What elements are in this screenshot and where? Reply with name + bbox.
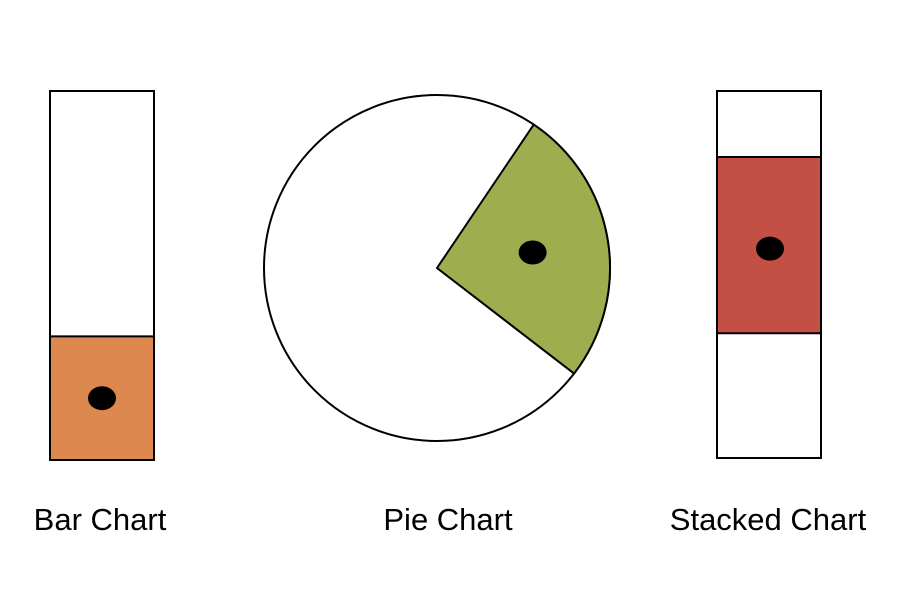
bar-frame [49,90,155,461]
stacked-chart: Stacked Chart [670,90,867,537]
bar-chart-caption: Bar Chart [34,502,167,537]
stacked-marker-dot [756,236,784,261]
stacked-chart-caption: Stacked Chart [670,502,867,537]
pie-chart: Pie Chart [263,94,611,537]
pie-chart-caption: Pie Chart [383,502,513,537]
stacked-frame [716,90,822,459]
bar-marker-dot [88,386,116,411]
bar-chart: Bar Chart [34,90,167,537]
pie-marker-dot [518,240,547,265]
